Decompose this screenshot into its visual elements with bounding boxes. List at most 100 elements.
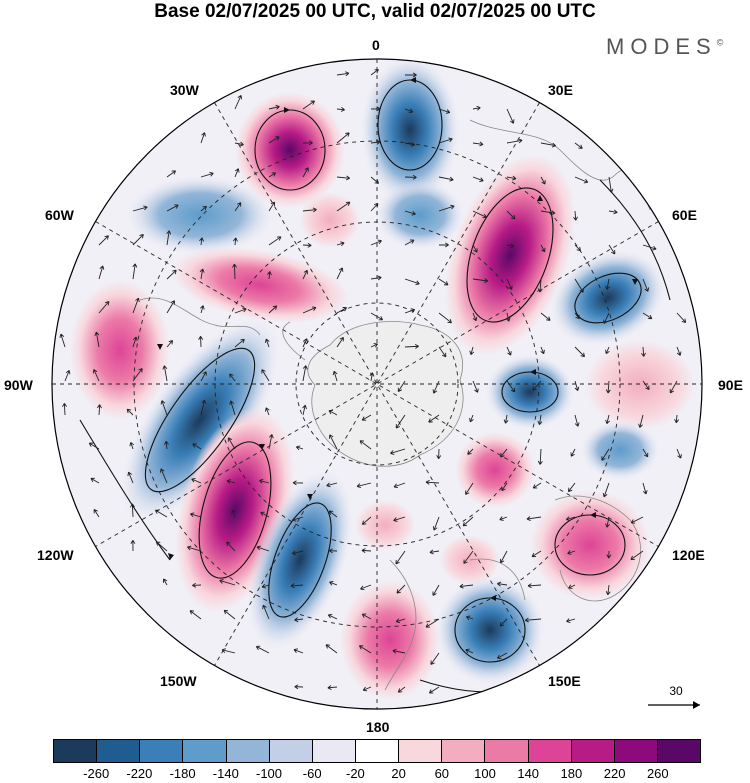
wind-vector [262,604,270,620]
wind-vector [505,312,511,322]
wind-vector [361,548,372,554]
wind-vector [98,265,105,280]
wind-vector [540,176,546,185]
wind-vector [432,516,440,531]
wind-vector [268,236,282,246]
wind-vector [526,516,542,521]
wind-vector [199,268,205,280]
wind-vector [472,141,484,147]
wind-vector [641,346,646,357]
wind-vector [506,108,515,124]
wind-vector [642,482,648,495]
wind-vector [200,371,207,382]
wind-vector [506,138,523,144]
wind-vector [219,579,236,586]
colorbar-tick-label: 60 [434,766,450,781]
wind-vector [268,172,277,178]
lon-label-60e: 60E [672,207,697,223]
wind-vector [467,448,474,455]
wind-vector [132,233,144,246]
wind-vector [676,448,682,459]
wind-vector [59,333,66,348]
wind-vector [574,176,589,184]
wind-vector [361,516,372,525]
wind-vector [567,550,576,555]
wind-vector [98,235,109,246]
wind-vector [362,686,372,692]
wind-vector [336,241,345,247]
wind-vector [396,584,406,594]
wind-vector [329,580,338,586]
wind-vector [463,550,474,564]
wind-vector [605,414,610,424]
wind-vector [295,445,304,451]
wind-vector [669,380,678,394]
colorbar-cell [656,740,701,762]
wind-vector [499,516,508,521]
wind-vector [540,244,546,253]
wind-vector [438,108,451,114]
wind-vector [540,142,557,148]
wind-vector [404,278,420,286]
wind-vector [472,278,489,284]
wind-vector [430,652,440,665]
wind-vector [532,482,542,489]
wind-vector [642,380,650,391]
wind-vector [392,648,406,654]
wind-vector [97,404,102,416]
wind-vector [234,202,242,212]
colorbar [53,739,701,763]
modes-logo: MODES© [606,34,723,60]
wind-vector [676,312,687,323]
wind-vector [268,136,280,144]
colorbar-tick-label: 260 [646,766,669,781]
wind-vector [501,482,508,492]
colorbar-cell [398,740,442,762]
wind-vector [574,142,583,149]
wind-vector [499,550,508,564]
wind-vector [327,685,338,690]
wind-vector [356,482,372,489]
wind-vector [198,336,204,348]
wind-vector [527,583,542,589]
wind-vector [429,549,440,555]
colorbar-tick-label: 100 [474,766,496,781]
colorbar-tick-label: 220 [603,766,626,781]
wind-vector [425,479,440,485]
wind-vector [438,312,452,324]
wind-vector [302,207,317,213]
wind-vector [132,263,138,280]
wind-vector [200,132,206,144]
wind-vector [506,346,512,356]
wind-vector [462,516,474,527]
wind-vector [234,95,243,110]
wind-vector [506,243,515,249]
reference-arrow-icon [648,701,700,709]
wind-vector [234,338,245,348]
wind-vector [438,242,449,248]
colorbar-tick-label: -60 [302,766,322,781]
wind-vector [503,414,509,424]
wind-vector [605,278,610,290]
wind-vector [268,305,278,314]
reference-vector-label: 30 [669,684,683,698]
wind-vector [574,380,580,391]
colorbar-tick-label: 20 [391,766,406,781]
wind-vector [328,510,338,518]
wind-vector [466,615,474,621]
wind-vector [438,137,453,144]
wind-vector [465,482,474,495]
wind-vector [155,541,168,552]
wind-vector [506,380,516,393]
colorbar-cell [613,740,657,762]
wind-vector [268,104,280,110]
colorbar-tick-label: -180 [169,766,196,781]
wind-vector [642,448,649,458]
wind-vector [160,400,168,416]
wind-vector [472,244,478,253]
wind-vector [472,380,479,393]
wind-vector [397,686,406,693]
wind-vector [397,380,406,393]
colorbar-tick-label: -140 [212,766,239,781]
colorbar-cell [527,740,571,762]
